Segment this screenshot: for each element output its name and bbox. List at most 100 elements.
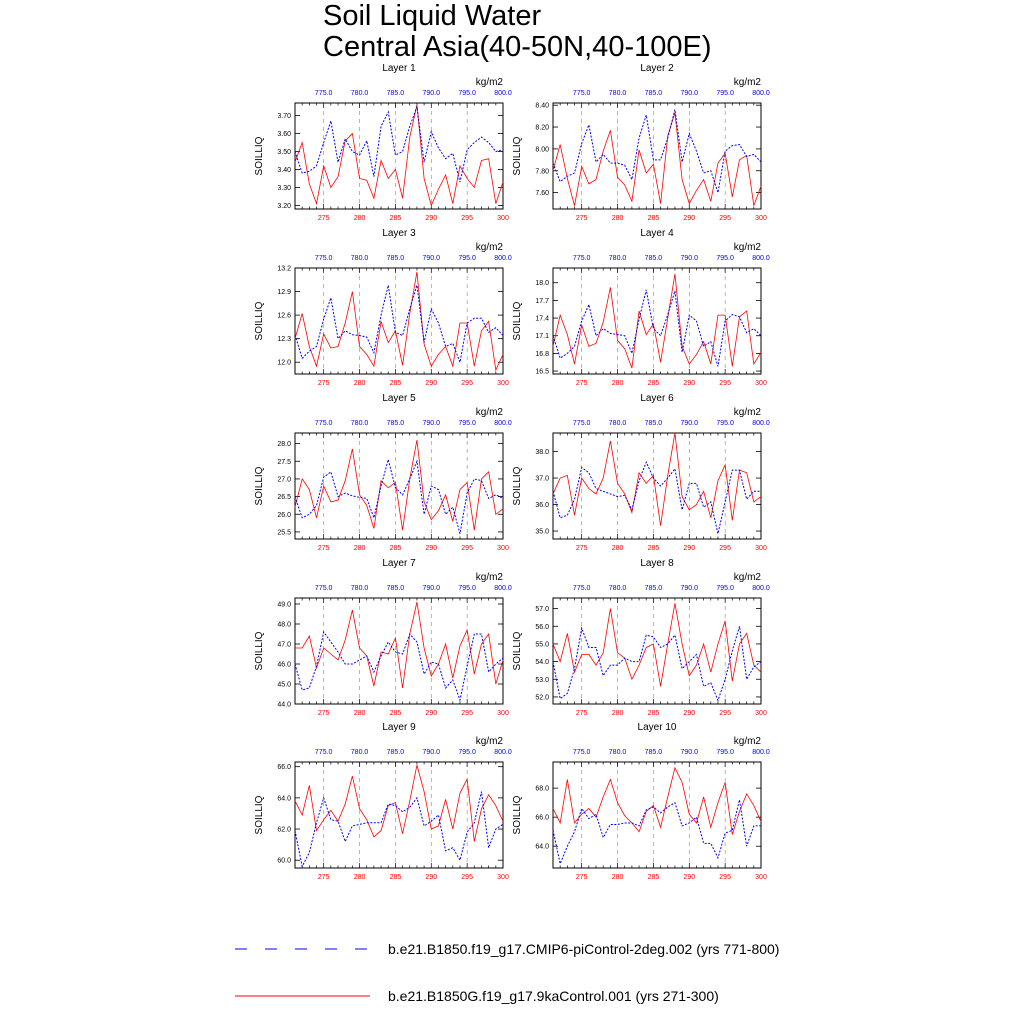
panel-title: Layer 9 (382, 722, 416, 733)
top-x-tick-label: 795.0 (458, 749, 476, 756)
x-tick-label: 275 (576, 380, 588, 387)
top-x-tick-label: 790.0 (681, 255, 699, 262)
series-line-red (294, 439, 504, 531)
x-tick-label: 280 (354, 380, 366, 387)
y-tick-label: 8.00 (535, 146, 549, 153)
top-x-tick-label: 785.0 (387, 255, 405, 262)
y-tick-label: 17.7 (535, 298, 549, 305)
top-x-tick-label: 795.0 (458, 585, 476, 592)
top-x-tick-label: 780.0 (351, 420, 369, 427)
x-tick-label: 290 (683, 545, 695, 552)
legend-label-blue: b.e21.B1850.f19_g17.CMIP6-piControl-2deg… (388, 941, 780, 957)
top-x-tick-label: 790.0 (423, 420, 441, 427)
x-tick-label: 300 (755, 215, 767, 222)
figure-title: Soil Liquid Water (323, 0, 542, 32)
top-x-tick-label: 780.0 (351, 255, 369, 262)
top-x-tick-label: 780.0 (609, 90, 627, 97)
x-tick-label: 295 (719, 380, 731, 387)
series-line-red (552, 432, 762, 526)
panel-layer-6: Layer 6 kg/m2 SOILLIQ 35.0 36.0 37.0 38.0 275 28… (512, 393, 770, 552)
y-tick-label: 28.0 (277, 441, 291, 448)
top-x-tick-label: 785.0 (387, 749, 405, 756)
x-tick-label: 300 (497, 380, 509, 387)
x-tick-label: 290 (683, 710, 695, 717)
y-tick-label: 18.0 (535, 280, 549, 287)
x-tick-label: 285 (648, 874, 660, 881)
panel-layer-8: Layer 8 kg/m2 SOILLIQ 52.0 53.0 54.0 55.0 56.0 5… (512, 558, 770, 717)
y-tick-label: 62.0 (277, 827, 291, 834)
panel-title: Layer 2 (640, 63, 674, 74)
top-x-tick-label: 785.0 (387, 420, 405, 427)
panel-layer-10: Layer 10 kg/m2 SOILLIQ 64.0 66.0 68.0 275 280 28… (512, 722, 770, 881)
x-tick-label: 285 (648, 710, 660, 717)
y-tick-label: 3.50 (277, 149, 291, 156)
x-tick-label: 275 (318, 380, 330, 387)
y-tick-label: 12.3 (277, 336, 291, 343)
y-tick-label: 13.2 (277, 266, 291, 273)
y-tick-label: 8.40 (535, 103, 549, 110)
legend-entry-red: b.e21.B1850G.f19_g17.9kaControl.001 (yrs… (230, 986, 830, 1006)
x-tick-label: 285 (390, 874, 402, 881)
y-tick-label: 8.20 (535, 125, 549, 132)
top-x-tick-label: 790.0 (681, 749, 699, 756)
x-tick-label: 280 (612, 874, 624, 881)
x-tick-label: 300 (497, 215, 509, 222)
top-x-tick-label: 775.0 (315, 585, 333, 592)
x-tick-label: 300 (497, 710, 509, 717)
panel-title: Layer 6 (640, 393, 674, 404)
x-tick-label: 300 (497, 874, 509, 881)
panel-layer-5: Layer 5 kg/m2 SOILLIQ 25.5 26.0 26.5 27.0 27.5 2… (254, 393, 512, 552)
x-tick-label: 280 (354, 874, 366, 881)
top-x-tick-label: 795.0 (716, 255, 734, 262)
top-x-tick-label: 780.0 (351, 90, 369, 97)
x-tick-label: 290 (683, 874, 695, 881)
top-x-tick-label: 795.0 (716, 90, 734, 97)
top-x-tick-label: 785.0 (645, 90, 663, 97)
top-x-tick-label: 780.0 (351, 749, 369, 756)
x-tick-label: 280 (354, 710, 366, 717)
x-tick-label: 275 (576, 710, 588, 717)
plot-frame (294, 761, 504, 869)
x-tick-label: 300 (755, 545, 767, 552)
x-tick-label: 290 (425, 874, 437, 881)
y-tick-label: 37.0 (535, 476, 549, 483)
series-line-blue (552, 109, 762, 193)
top-x-tick-label: 795.0 (458, 420, 476, 427)
top-x-tick-label: 775.0 (573, 420, 591, 427)
legend-swatch-red (235, 995, 370, 997)
panel-layer-4: Layer 4 kg/m2 SOILLIQ 16.5 16.8 17.1 17.4 17.7 1… (512, 228, 770, 387)
top-x-tick-label: 800.0 (752, 420, 770, 427)
top-x-tick-label: 795.0 (716, 749, 734, 756)
x-tick-label: 295 (461, 545, 473, 552)
legend-entry-blue: b.e21.B1850.f19_g17.CMIP6-piControl-2deg… (230, 939, 830, 959)
units-label: kg/m2 (734, 242, 762, 253)
x-tick-label: 285 (390, 545, 402, 552)
top-x-tick-label: 780.0 (609, 749, 627, 756)
series-line-blue (294, 791, 504, 868)
y-tick-label: 3.20 (277, 203, 291, 210)
top-x-tick-label: 800.0 (494, 585, 512, 592)
series-line-blue (552, 626, 762, 702)
top-x-tick-label: 795.0 (458, 255, 476, 262)
x-tick-label: 285 (648, 215, 660, 222)
y-tick-label: 16.8 (535, 351, 549, 358)
top-x-tick-label: 790.0 (423, 585, 441, 592)
series-line-blue (294, 285, 504, 365)
series-line-blue (552, 799, 761, 866)
y-tick-label: 3.30 (277, 185, 291, 192)
y-tick-label: 49.0 (277, 602, 291, 609)
units-label: kg/m2 (734, 407, 762, 418)
x-tick-label: 290 (425, 215, 437, 222)
y-axis-label: SOILLIQ (512, 795, 523, 834)
y-axis-label: SOILLIQ (512, 631, 523, 670)
x-tick-label: 285 (390, 215, 402, 222)
top-x-tick-label: 780.0 (609, 420, 627, 427)
x-tick-label: 290 (425, 545, 437, 552)
series-line-red (552, 273, 762, 369)
top-x-tick-label: 775.0 (573, 90, 591, 97)
x-tick-label: 275 (576, 215, 588, 222)
x-tick-label: 295 (461, 874, 473, 881)
top-x-tick-label: 780.0 (609, 585, 627, 592)
units-label: kg/m2 (734, 736, 762, 747)
